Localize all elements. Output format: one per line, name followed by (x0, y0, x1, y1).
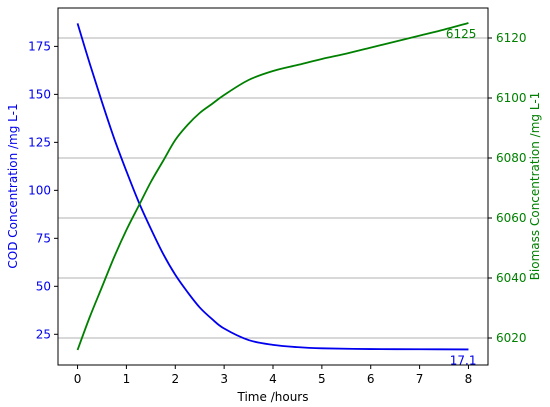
right-y-tick-label: 6060 (496, 211, 527, 225)
left-y-axis-label: COD Concentration /mg L-1 (6, 103, 20, 268)
right-y-tick-label: 6080 (496, 151, 527, 165)
biomass-series-line (76, 22, 469, 351)
biomass-end-value-label: 6125 (446, 27, 477, 41)
right-y-tick-label: 6040 (496, 271, 527, 285)
left-y-tick-label: 100 (28, 183, 51, 197)
x-tick-label: 1 (123, 372, 131, 386)
x-axis-label: Time /hours (237, 390, 309, 404)
cod-end-value-label: 17.1 (450, 353, 477, 367)
x-tick-label: 0 (74, 372, 82, 386)
left-y-tick-label: 150 (28, 87, 51, 101)
right-y-tick-label: 6120 (496, 31, 527, 45)
annotations: 6125 17.1 (446, 27, 477, 367)
cod-series-line (76, 23, 469, 351)
right-y-axis: 6020 6040 6060 6080 6100 6120 (488, 31, 527, 345)
left-y-tick-label: 50 (36, 279, 51, 293)
left-y-tick-label: 125 (28, 135, 51, 149)
x-tick-label: 2 (171, 372, 179, 386)
right-y-tick-label: 6020 (496, 331, 527, 345)
x-tick-label: 8 (465, 372, 473, 386)
series-layer (76, 22, 469, 351)
x-axis: 0 1 2 3 4 5 6 7 8 (74, 365, 473, 386)
left-y-tick-label: 175 (28, 39, 51, 53)
left-y-tick-label: 25 (36, 327, 51, 341)
left-y-tick-label: 75 (36, 231, 51, 245)
x-tick-label: 3 (220, 372, 228, 386)
right-y-axis-label: Biomass Concentration /mg L-1 (528, 92, 542, 281)
grid-lines (58, 37, 488, 339)
x-tick-label: 5 (318, 372, 326, 386)
x-tick-label: 4 (269, 372, 277, 386)
right-y-tick-label: 6100 (496, 91, 527, 105)
x-tick-label: 6 (367, 372, 375, 386)
x-tick-label: 7 (416, 372, 424, 386)
left-y-axis: 25 50 75 100 125 150 175 (28, 39, 58, 341)
